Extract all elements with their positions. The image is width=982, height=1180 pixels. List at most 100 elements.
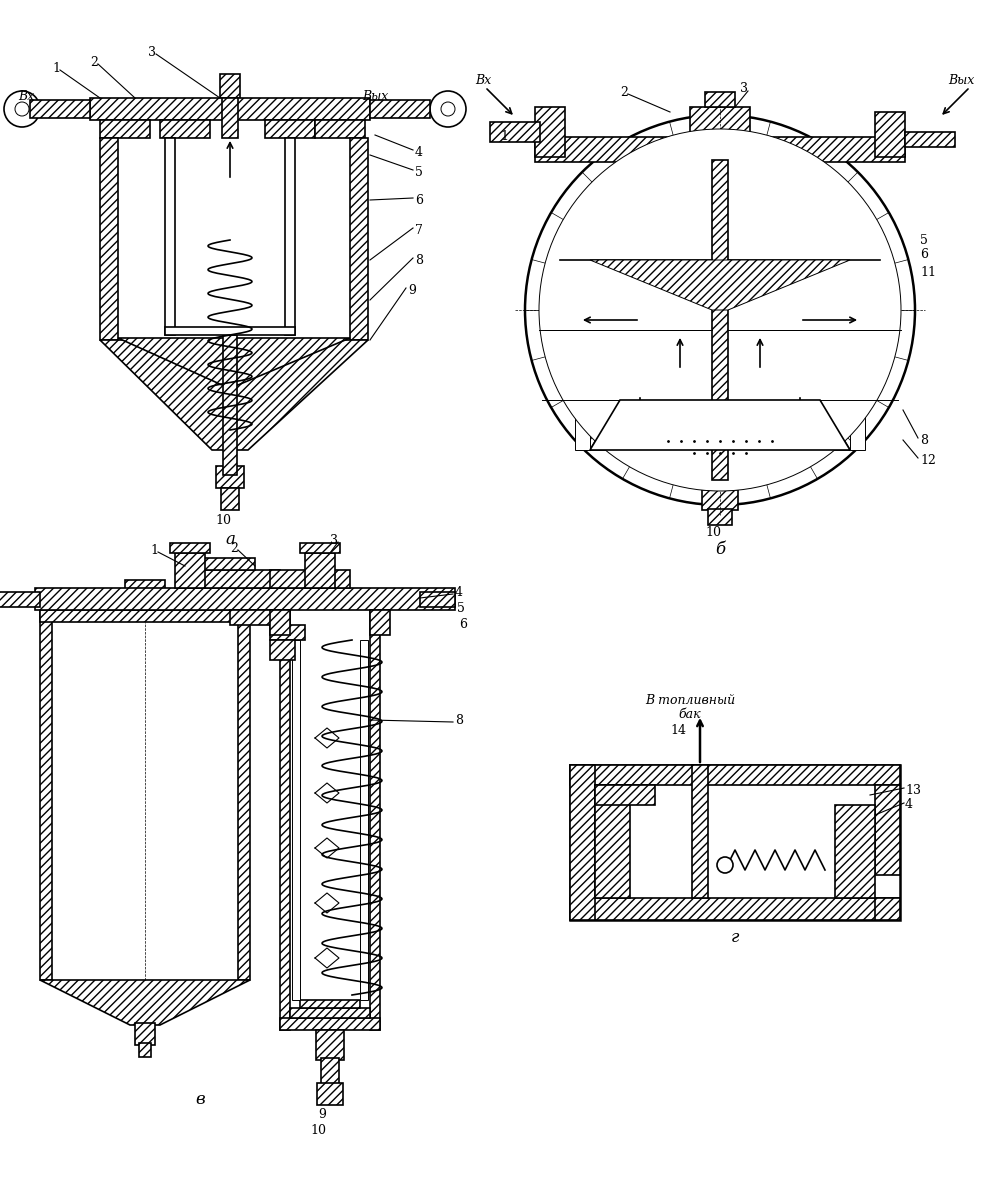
Bar	[125, 581, 165, 590]
Bar	[370, 100, 430, 118]
Bar	[570, 765, 900, 920]
Text: 2: 2	[90, 55, 98, 68]
Text: 10: 10	[705, 526, 721, 539]
Circle shape	[441, 101, 455, 116]
Bar	[570, 765, 900, 785]
Text: 8: 8	[455, 714, 463, 727]
Bar	[305, 553, 335, 588]
Bar	[139, 1043, 151, 1057]
Text: 2: 2	[620, 85, 627, 98]
Bar	[270, 640, 295, 660]
Bar	[222, 98, 238, 138]
Bar	[535, 137, 905, 162]
Bar	[575, 409, 590, 450]
Text: б: б	[715, 542, 725, 558]
Text: 11: 11	[920, 266, 936, 278]
Circle shape	[717, 857, 733, 873]
Text: 10: 10	[215, 513, 231, 526]
Bar	[316, 1030, 344, 1060]
Text: 3: 3	[330, 533, 338, 546]
Bar	[692, 765, 708, 898]
Polygon shape	[590, 260, 850, 310]
Bar	[702, 490, 738, 510]
Bar	[160, 120, 210, 138]
Bar	[350, 138, 368, 340]
Bar	[850, 409, 865, 450]
Text: 6: 6	[920, 249, 928, 262]
Text: 14: 14	[670, 723, 686, 736]
Bar	[595, 785, 630, 898]
Text: 5: 5	[457, 602, 464, 615]
Bar	[315, 120, 365, 138]
Bar	[875, 785, 900, 876]
Bar	[875, 112, 905, 157]
Bar	[285, 138, 295, 335]
Bar	[280, 1018, 380, 1030]
Polygon shape	[590, 400, 850, 450]
Text: 2: 2	[230, 542, 238, 555]
Text: в: в	[195, 1092, 205, 1108]
Bar	[225, 100, 235, 110]
Bar	[0, 592, 40, 607]
Bar	[370, 610, 390, 635]
Bar	[270, 625, 305, 640]
Bar	[292, 640, 300, 999]
Bar	[100, 138, 118, 340]
Text: 5: 5	[920, 234, 928, 247]
Bar	[705, 92, 735, 107]
Polygon shape	[100, 340, 368, 450]
Text: Вх: Вх	[475, 73, 491, 86]
Bar	[221, 489, 239, 510]
Bar	[490, 122, 540, 142]
Bar	[165, 138, 175, 335]
Bar	[230, 610, 290, 625]
Text: 3: 3	[740, 83, 748, 96]
Circle shape	[539, 129, 901, 491]
Text: 6: 6	[415, 194, 423, 206]
Bar	[290, 1008, 370, 1018]
Text: В топливный: В топливный	[645, 694, 736, 707]
Text: 13: 13	[905, 784, 921, 797]
Text: а: а	[225, 531, 235, 549]
Bar	[216, 466, 244, 489]
Text: 8: 8	[920, 433, 928, 446]
Bar	[220, 74, 240, 101]
Bar	[712, 160, 728, 480]
Circle shape	[430, 91, 466, 127]
Bar	[100, 120, 150, 138]
Bar	[317, 1083, 343, 1104]
Bar	[708, 509, 732, 525]
Text: 4: 4	[905, 799, 913, 812]
Text: 6: 6	[459, 617, 467, 630]
Bar	[180, 570, 280, 588]
Text: 1: 1	[52, 61, 60, 74]
Bar	[321, 1058, 339, 1084]
Bar	[40, 610, 52, 981]
Text: 7: 7	[415, 223, 423, 236]
Bar	[270, 570, 350, 588]
Text: бак: бак	[679, 708, 701, 721]
Bar	[300, 999, 360, 1008]
Text: Вых: Вых	[362, 90, 388, 103]
Polygon shape	[118, 337, 350, 385]
Circle shape	[15, 101, 29, 116]
Bar	[223, 335, 237, 476]
Text: Вх: Вх	[18, 90, 34, 103]
Bar	[35, 588, 455, 610]
Text: 1: 1	[500, 131, 508, 144]
Text: 8: 8	[415, 254, 423, 267]
Text: 10: 10	[310, 1123, 326, 1136]
Bar	[135, 1023, 155, 1045]
Bar	[420, 592, 455, 607]
Text: 1: 1	[150, 544, 158, 557]
Bar	[265, 120, 315, 138]
Polygon shape	[40, 981, 250, 1025]
Circle shape	[4, 91, 40, 127]
Text: 12: 12	[920, 453, 936, 466]
Bar	[835, 805, 875, 898]
Bar	[280, 610, 290, 1030]
Bar	[120, 590, 170, 610]
Bar	[360, 640, 368, 999]
Bar	[30, 100, 90, 118]
Text: 4: 4	[415, 145, 423, 158]
